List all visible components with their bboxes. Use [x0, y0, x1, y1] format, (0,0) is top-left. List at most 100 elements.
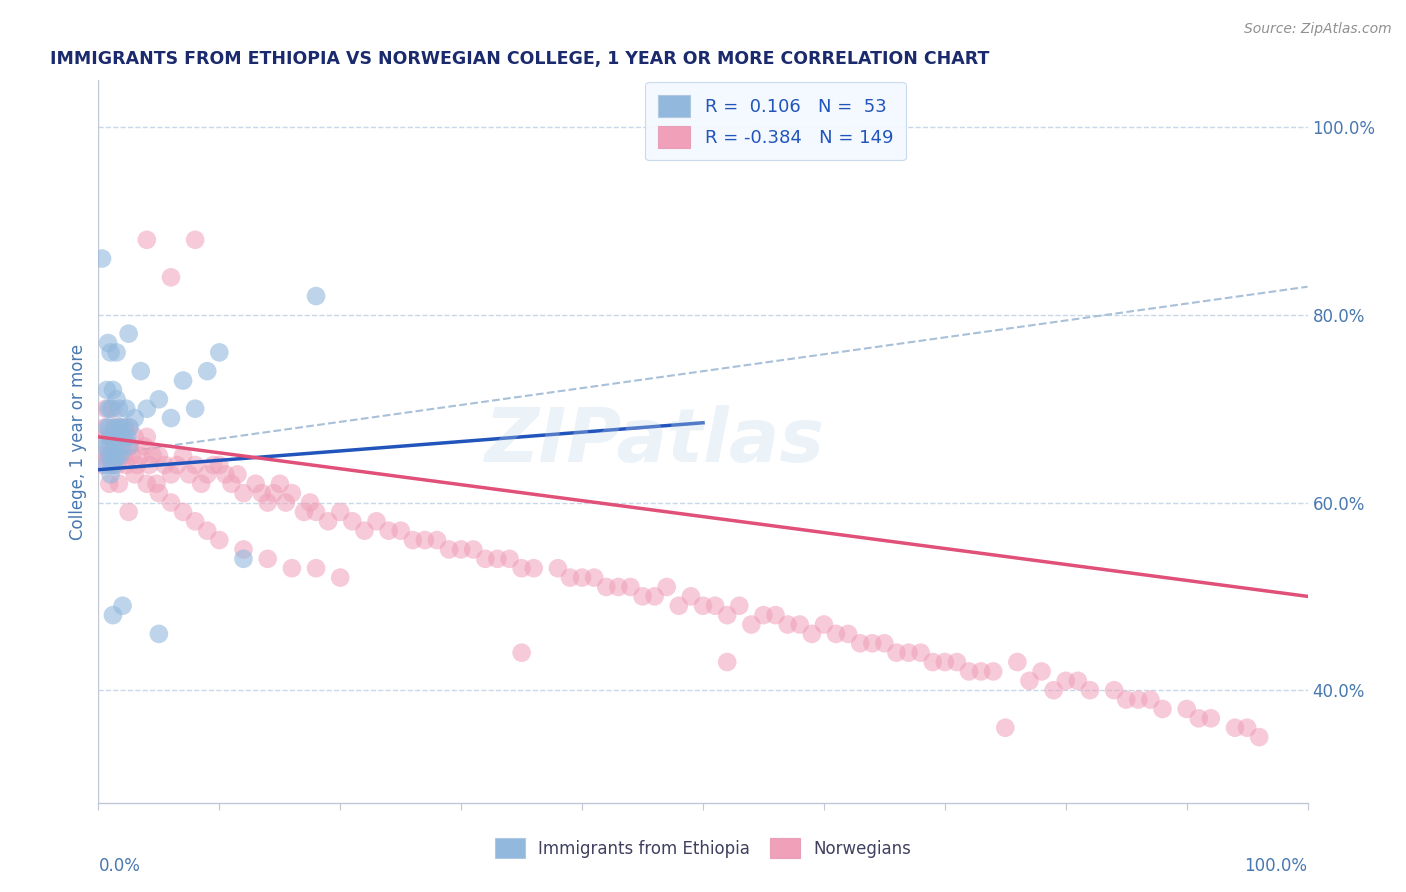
Point — [256, 551, 278, 566]
Point — [124, 467, 146, 482]
Point — [118, 439, 141, 453]
Point — [1152, 702, 1174, 716]
Point — [547, 561, 569, 575]
Point — [100, 467, 122, 482]
Point — [160, 495, 183, 509]
Point — [184, 233, 207, 247]
Point — [789, 617, 811, 632]
Point — [148, 392, 170, 407]
Point — [1042, 683, 1064, 698]
Point — [1018, 673, 1040, 688]
Point — [269, 476, 291, 491]
Point — [474, 551, 496, 566]
Point — [498, 551, 520, 566]
Point — [981, 665, 1004, 679]
Point — [800, 627, 823, 641]
Point — [111, 449, 134, 463]
Point — [1128, 692, 1150, 706]
Point — [172, 505, 194, 519]
Point — [595, 580, 617, 594]
Point — [112, 449, 135, 463]
Point — [994, 721, 1017, 735]
Point — [208, 345, 231, 359]
Point — [644, 590, 666, 604]
Point — [1236, 721, 1258, 735]
Point — [179, 467, 201, 482]
Point — [118, 439, 141, 453]
Point — [96, 430, 118, 444]
Text: IMMIGRANTS FROM ETHIOPIA VS NORWEGIAN COLLEGE, 1 YEAR OR MORE CORRELATION CHART: IMMIGRANTS FROM ETHIOPIA VS NORWEGIAN CO… — [51, 50, 990, 68]
Point — [172, 374, 194, 388]
Point — [103, 439, 125, 453]
Point — [752, 608, 775, 623]
Point — [100, 458, 122, 472]
Point — [426, 533, 449, 547]
Point — [190, 476, 212, 491]
Point — [127, 458, 149, 472]
Point — [692, 599, 714, 613]
Point — [232, 551, 254, 566]
Point — [142, 449, 165, 463]
Point — [232, 542, 254, 557]
Point — [208, 458, 231, 472]
Point — [353, 524, 375, 538]
Point — [1139, 692, 1161, 706]
Text: Source: ZipAtlas.com: Source: ZipAtlas.com — [1244, 22, 1392, 37]
Point — [1175, 702, 1198, 716]
Point — [112, 430, 135, 444]
Point — [837, 627, 859, 641]
Point — [1031, 665, 1053, 679]
Point — [110, 430, 132, 444]
Point — [124, 411, 146, 425]
Point — [450, 542, 472, 557]
Point — [765, 608, 787, 623]
Point — [329, 571, 352, 585]
Point — [413, 533, 436, 547]
Point — [100, 401, 122, 416]
Point — [138, 458, 160, 472]
Point — [97, 449, 120, 463]
Point — [135, 476, 157, 491]
Point — [668, 599, 690, 613]
Point — [98, 420, 121, 434]
Point — [619, 580, 641, 594]
Point — [108, 439, 131, 453]
Point — [292, 505, 315, 519]
Point — [118, 326, 141, 341]
Point — [105, 430, 128, 444]
Point — [316, 514, 339, 528]
Point — [97, 439, 120, 453]
Point — [558, 571, 581, 585]
Point — [281, 561, 304, 575]
Point — [202, 458, 225, 472]
Point — [97, 336, 120, 351]
Point — [704, 599, 727, 613]
Point — [90, 449, 112, 463]
Point — [124, 430, 146, 444]
Point — [121, 449, 143, 463]
Point — [100, 439, 122, 453]
Point — [1102, 683, 1125, 698]
Point — [172, 449, 194, 463]
Point — [153, 458, 176, 472]
Point — [105, 392, 128, 407]
Point — [96, 420, 118, 434]
Point — [631, 590, 654, 604]
Point — [897, 646, 920, 660]
Point — [329, 505, 352, 519]
Point — [281, 486, 304, 500]
Point — [486, 551, 509, 566]
Y-axis label: College, 1 year or more: College, 1 year or more — [69, 343, 87, 540]
Point — [957, 665, 980, 679]
Point — [1199, 711, 1222, 725]
Point — [101, 383, 124, 397]
Point — [1054, 673, 1077, 688]
Point — [145, 476, 167, 491]
Point — [1067, 673, 1090, 688]
Point — [103, 458, 125, 472]
Point — [98, 449, 121, 463]
Point — [1078, 683, 1101, 698]
Point — [105, 449, 128, 463]
Point — [195, 467, 218, 482]
Point — [91, 458, 114, 472]
